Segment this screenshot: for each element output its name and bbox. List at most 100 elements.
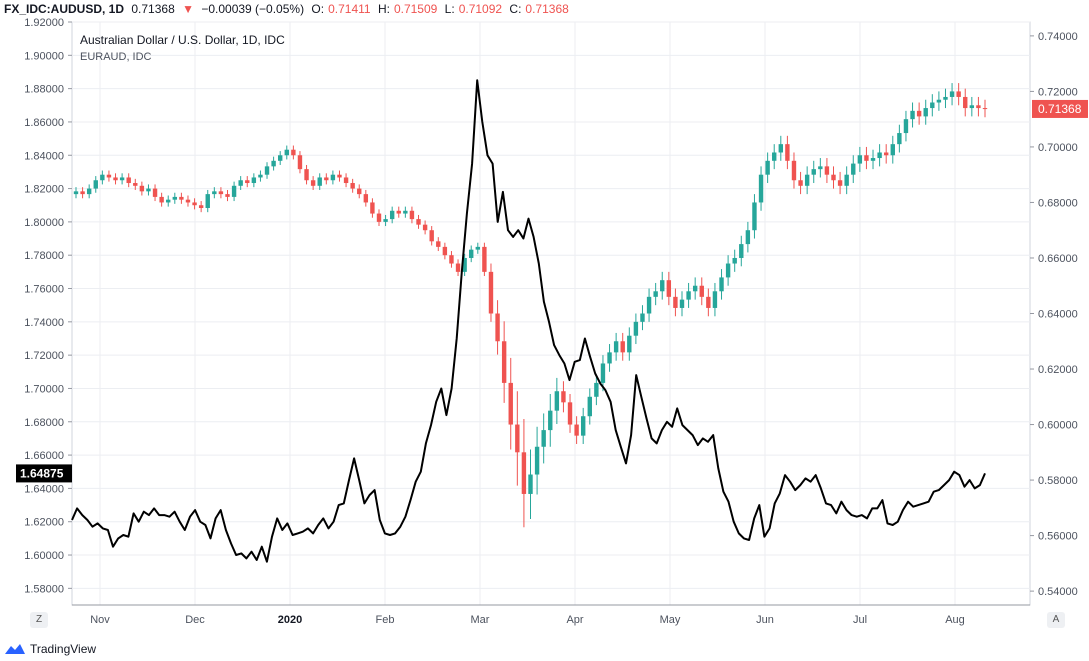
candle (389, 210, 395, 220)
left-tick-label: 1.74000 (24, 317, 64, 329)
x-tick-label: Feb (376, 614, 395, 626)
candle (831, 174, 836, 181)
candle (409, 210, 415, 220)
candle (317, 177, 322, 186)
left-tick-label: 1.92000 (24, 17, 64, 29)
high-value: 0.71509 (393, 2, 438, 16)
candle (238, 180, 243, 186)
chart-header: FX_IDC:AUDUSD, 1D 0.71368 ▼ −0.00039 (−0… (4, 2, 573, 18)
left-tick-label: 1.60000 (24, 550, 64, 562)
candle (475, 246, 481, 250)
candle (607, 352, 612, 364)
auto-scale-right-button[interactable]: A (1047, 612, 1065, 628)
x-tick-label: Jun (756, 614, 774, 626)
candle (284, 149, 289, 156)
candle (80, 191, 85, 195)
candle (923, 108, 928, 117)
candle (113, 177, 118, 181)
candle (620, 341, 625, 353)
right-tick-label: 0.56000 (1038, 531, 1078, 543)
candle (277, 155, 283, 161)
candle (864, 155, 869, 161)
candle (264, 166, 270, 175)
candle (231, 185, 237, 197)
candle (205, 194, 210, 209)
candle (297, 155, 303, 170)
candle (778, 144, 784, 153)
candle (541, 430, 546, 447)
candle (455, 263, 461, 272)
candle (956, 91, 961, 97)
candle (119, 177, 125, 181)
left-tick-label: 1.84000 (24, 150, 64, 162)
candle (383, 219, 388, 222)
candle (949, 91, 955, 97)
brand-name: TradingView (30, 642, 97, 656)
candle (725, 263, 731, 278)
auto-scale-left-button[interactable]: Z (30, 612, 48, 628)
candle (442, 246, 448, 256)
candle (469, 249, 474, 258)
candle (310, 180, 316, 186)
x-tick-label: May (660, 614, 681, 626)
candle (916, 110, 922, 117)
candle (495, 313, 500, 342)
candle (245, 180, 250, 184)
candle (666, 280, 672, 297)
candle (745, 230, 751, 245)
candle (686, 291, 691, 300)
candle (212, 191, 217, 195)
candle (627, 335, 632, 353)
right-tick-label: 0.66000 (1038, 253, 1078, 265)
candle (837, 180, 843, 186)
candle (166, 199, 171, 203)
candle (449, 255, 454, 264)
candle (943, 96, 948, 100)
high-label: H: (377, 2, 390, 16)
right-tick-label: 0.54000 (1038, 586, 1078, 598)
left-tick-label: 1.72000 (24, 350, 64, 362)
x-tick-label: Dec (185, 614, 205, 626)
left-tick-label: 1.66000 (24, 450, 64, 462)
symbol-label[interactable]: FX_IDC:AUDUSD, 1D (4, 2, 125, 16)
change-arrow-icon: ▼ (182, 2, 194, 16)
candle (488, 271, 494, 314)
candle (330, 174, 336, 181)
candle (692, 285, 698, 292)
candle (574, 424, 579, 436)
candle (653, 291, 658, 297)
candle (291, 149, 296, 156)
open-label: O: (311, 2, 325, 16)
candle (106, 174, 112, 178)
price-chart[interactable]: Nov Dec 2020 Feb Mar Apr May Jun Jul Aug 1.92000 1.… (0, 0, 1089, 640)
left-tick-label: 1.58000 (24, 583, 64, 595)
low-label: L: (444, 2, 455, 16)
left-tick-label: 1.68000 (24, 417, 64, 429)
candle (324, 177, 329, 181)
candle (218, 191, 224, 195)
candle (752, 202, 757, 231)
candle (370, 202, 375, 214)
footer-brand[interactable]: TradingView (4, 642, 96, 656)
candle (903, 119, 909, 134)
candle (271, 160, 276, 167)
candle (772, 152, 777, 161)
candle (969, 105, 975, 109)
candle (139, 185, 145, 192)
candle (712, 291, 718, 308)
candle (436, 241, 441, 247)
candle (765, 160, 770, 175)
left-price-badge (16, 464, 72, 483)
candle (251, 177, 257, 184)
candle (100, 174, 105, 181)
candle (416, 219, 421, 225)
candle (587, 396, 592, 417)
candle (600, 363, 606, 383)
candle (824, 166, 830, 175)
right-tick-label: 0.60000 (1038, 420, 1078, 432)
candle (870, 158, 876, 161)
legend-overlay-series: EURAUD, IDC (80, 51, 152, 63)
candle (126, 177, 131, 184)
candle (785, 144, 790, 161)
right-tick-label: 0.64000 (1038, 309, 1078, 321)
